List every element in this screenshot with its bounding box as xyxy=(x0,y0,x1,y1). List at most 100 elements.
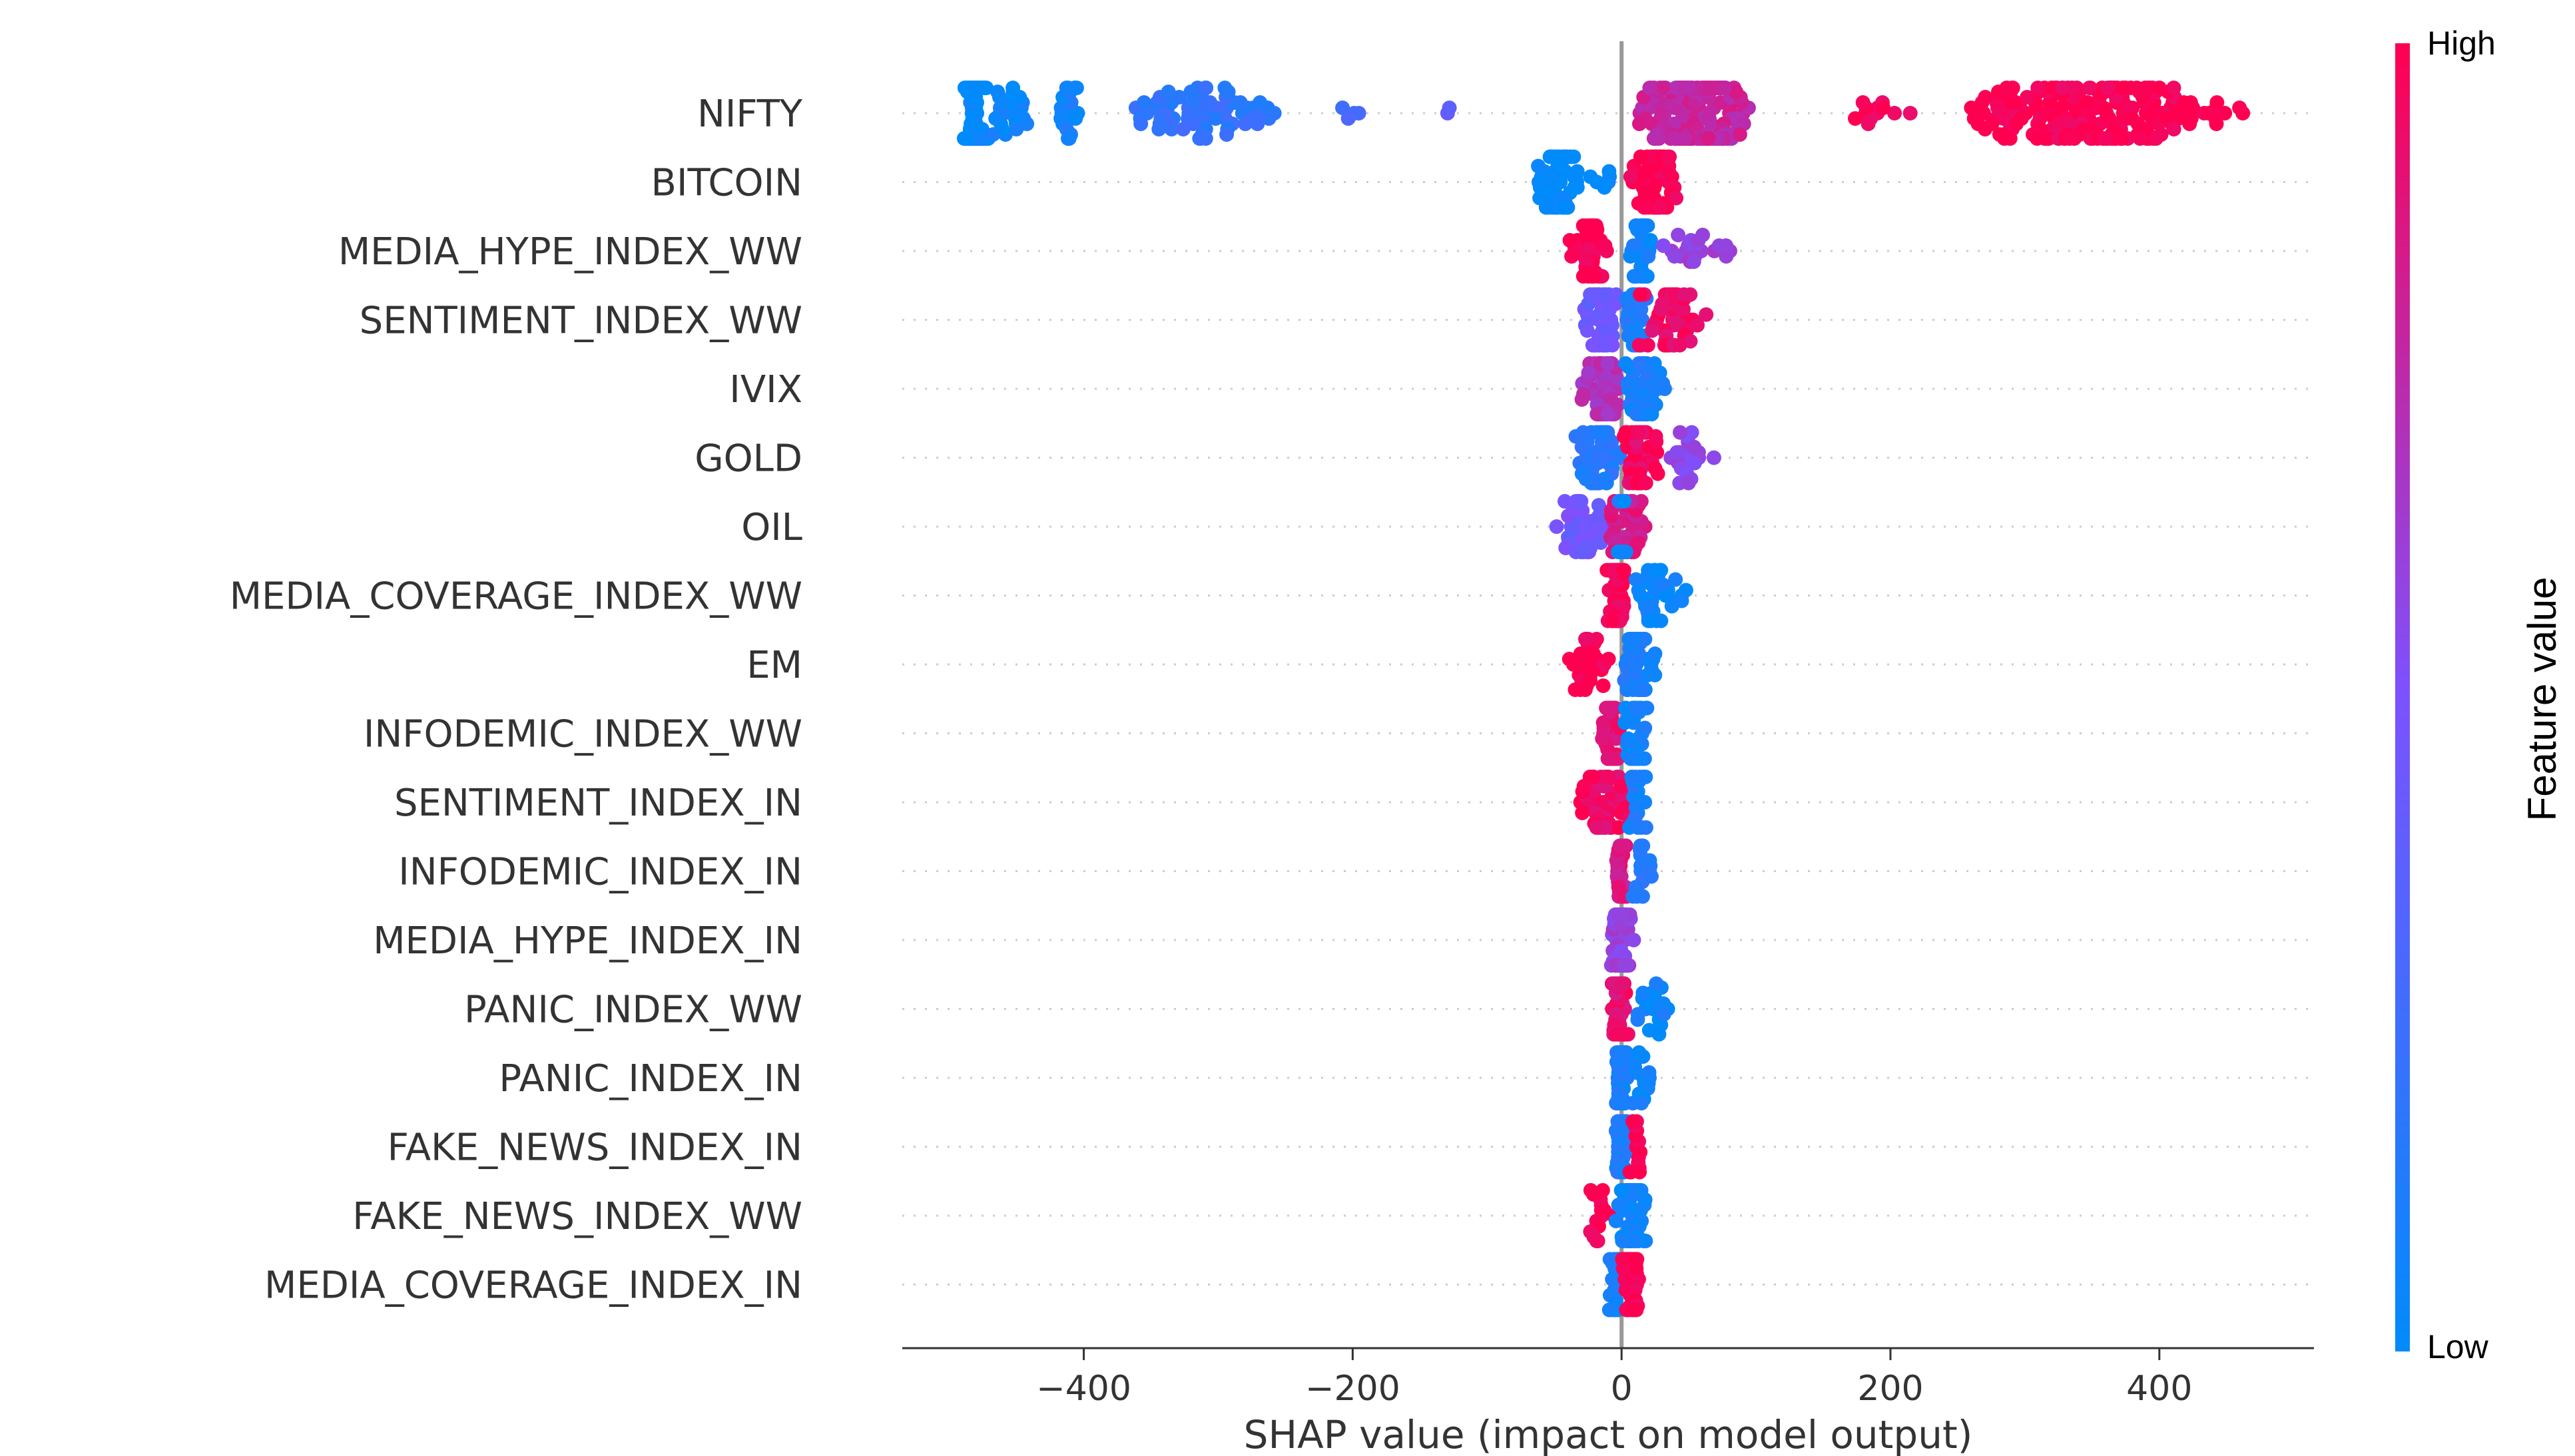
shap-point xyxy=(2078,95,2094,110)
shap-point xyxy=(1613,779,1629,794)
shap-point xyxy=(2125,101,2140,115)
shap-point xyxy=(1635,751,1650,766)
shap-point xyxy=(1574,392,1589,407)
shap-point xyxy=(2132,131,2147,146)
shap-point xyxy=(2108,131,2124,146)
x-axis-label: SHAP value (impact on model output) xyxy=(1244,1412,1973,1456)
feature-label: INFODEMIC_INDEX_IN xyxy=(398,851,802,894)
shap-point xyxy=(1217,81,1233,95)
shap-point xyxy=(1706,450,1721,465)
shap-point xyxy=(1632,117,1647,131)
shap-point xyxy=(1678,131,1693,146)
shap-point xyxy=(1608,1027,1623,1042)
shap-point xyxy=(1575,218,1591,233)
shap-point xyxy=(2182,117,2197,131)
shap-point xyxy=(1701,131,1716,146)
feature-label: SENTIMENT_INDEX_WW xyxy=(360,300,802,343)
shap-point xyxy=(1655,577,1671,593)
shap-point xyxy=(1635,838,1651,853)
shap-point xyxy=(1558,494,1572,509)
shap-point xyxy=(2009,117,2024,131)
shap-point xyxy=(2082,81,2097,95)
shap-point xyxy=(2166,122,2181,136)
shap-point xyxy=(2116,81,2131,95)
shap-point xyxy=(1601,700,1617,716)
shap-point xyxy=(1860,117,1876,131)
shap-point xyxy=(1581,269,1595,284)
shap-point xyxy=(1656,1007,1671,1022)
shap-point xyxy=(1660,149,1675,164)
x-tick-label: −400 xyxy=(1036,1369,1131,1409)
shap-point xyxy=(1627,632,1642,646)
shap-point xyxy=(1595,731,1610,746)
shap-point xyxy=(1164,122,1179,136)
shap-point xyxy=(1630,1012,1645,1027)
shap-point xyxy=(1617,958,1632,973)
shap-point xyxy=(1638,770,1653,784)
shap-point xyxy=(1208,111,1223,126)
feature-label: PANIC_INDEX_WW xyxy=(464,989,802,1032)
shap-point xyxy=(2100,81,2116,95)
shap-point xyxy=(1623,249,1638,264)
shap-point xyxy=(1641,1076,1656,1091)
shap-point xyxy=(1060,81,1075,95)
shap-point xyxy=(1647,131,1663,146)
shap-point xyxy=(2166,81,2181,95)
shap-point xyxy=(1876,101,1891,115)
shap-point xyxy=(1855,95,1870,110)
feature-label: IVIX xyxy=(729,368,802,411)
shap-point xyxy=(1183,85,1199,99)
shap-point xyxy=(1653,613,1669,628)
shap-point xyxy=(1643,233,1658,248)
shap-point xyxy=(1631,1045,1647,1060)
shap-point xyxy=(1579,323,1595,338)
feature-label: MEDIA_HYPE_INDEX_IN xyxy=(373,919,802,963)
shap-point xyxy=(1583,1183,1598,1198)
shap-point xyxy=(1600,407,1615,421)
shap-point xyxy=(1601,1302,1617,1318)
shap-point xyxy=(1595,1183,1610,1198)
shap-point xyxy=(1562,652,1577,666)
shap-point xyxy=(2138,81,2153,95)
shap-point xyxy=(1562,233,1577,248)
shap-point xyxy=(1610,820,1625,835)
shap-point xyxy=(1647,646,1663,661)
x-axis: −400 −200 0 200 400 xyxy=(902,1347,2314,1409)
shap-point xyxy=(970,81,985,95)
shap-point xyxy=(1613,1045,1629,1060)
shap-point xyxy=(1711,238,1727,253)
shap-point xyxy=(1627,1234,1642,1248)
feature-label: SENTIMENT_INDEX_IN xyxy=(394,782,802,825)
shap-point xyxy=(1601,770,1616,784)
shap-point xyxy=(1575,545,1591,559)
shap-point xyxy=(1151,122,1167,136)
shap-point xyxy=(1575,806,1590,820)
shap-point xyxy=(1568,494,1583,509)
shap-point xyxy=(2183,95,2198,110)
shap-point xyxy=(1597,338,1613,353)
shap-points xyxy=(956,81,2251,1318)
shap-point xyxy=(1887,106,1902,121)
shap-point xyxy=(959,131,974,146)
shap-point xyxy=(1668,572,1683,587)
shap-point xyxy=(1589,820,1604,835)
feature-label: NIFTY xyxy=(697,93,803,136)
shap-point xyxy=(1642,853,1657,868)
shap-point xyxy=(1597,1203,1612,1218)
shap-point xyxy=(1531,158,1546,174)
shap-point xyxy=(1595,678,1611,693)
shap-point xyxy=(2209,117,2224,131)
shap-point xyxy=(1219,127,1235,142)
shap-point xyxy=(1575,425,1591,440)
colorbar-title: Feature value xyxy=(2520,577,2564,822)
shap-point xyxy=(2151,81,2167,95)
shap-point xyxy=(1684,425,1699,440)
shap-point xyxy=(1597,238,1613,253)
x-tick-label: −200 xyxy=(1305,1369,1400,1409)
colorbar-gradient xyxy=(2395,43,2410,1351)
shap-point xyxy=(1542,149,1558,164)
shap-point xyxy=(1633,149,1648,164)
shap-point xyxy=(1576,779,1591,794)
shap-point xyxy=(1650,466,1665,481)
